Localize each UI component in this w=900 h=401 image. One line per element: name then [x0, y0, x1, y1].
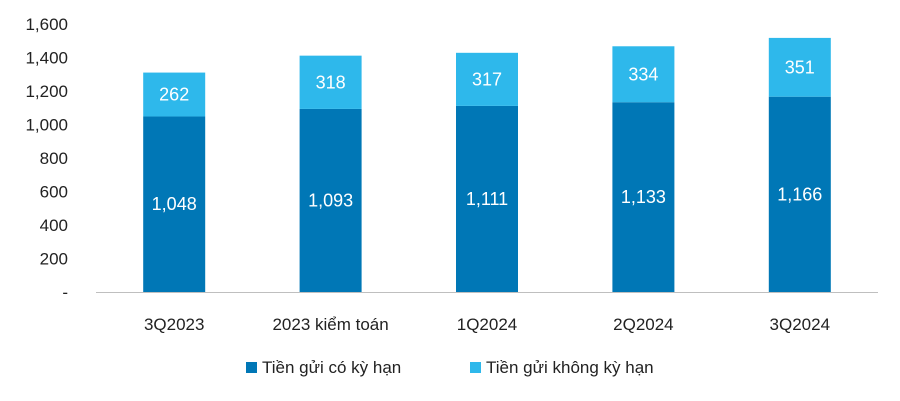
bar-segment-demand: [612, 46, 675, 103]
y-tick-label: 1,200: [25, 82, 68, 101]
data-label: 1,166: [777, 184, 822, 204]
data-label: 334: [628, 64, 658, 84]
data-label: 317: [472, 69, 502, 89]
legend: Tiền gửi có kỳ hạn Tiền gửi không kỳ hạn: [246, 358, 654, 377]
legend-label: Tiền gửi có kỳ hạn: [262, 358, 401, 377]
data-label: 318: [316, 72, 346, 92]
legend-label: Tiền gửi không kỳ hạn: [486, 358, 654, 377]
bar-segment-term: [456, 105, 518, 292]
x-tick-label: 2023 kiểm toán: [272, 315, 388, 334]
x-axis-labels: 3Q2023 2023 kiểm toán 1Q2024 2Q2024 3Q2024: [144, 315, 830, 334]
bar-segment-demand: [299, 55, 362, 109]
y-tick-label: 200: [40, 250, 68, 269]
y-tick-label: -: [62, 283, 68, 302]
bar-segment-demand: [143, 72, 206, 117]
x-tick-label: 3Q2024: [770, 315, 831, 334]
bars: 1,048 262 1,093 318 1,111 317 1,133 334 1,166 351: [143, 37, 831, 293]
legend-swatch: [470, 362, 481, 373]
legend-swatch: [246, 362, 257, 373]
bar-segment-term: [612, 102, 675, 292]
bar-segment-term: [143, 116, 206, 293]
data-label: 262: [159, 85, 189, 105]
x-tick-label: 2Q2024: [613, 315, 674, 334]
x-tick-label: 1Q2024: [457, 315, 518, 334]
data-label: 1,093: [308, 190, 353, 210]
x-tick-label: 3Q2023: [144, 315, 205, 334]
y-axis: - 200 400 600 800 1,000 1,200 1,400 1,600: [25, 15, 68, 302]
bar-segment-demand: [456, 52, 518, 106]
y-tick-label: 1,000: [25, 116, 68, 135]
data-label: 1,111: [466, 189, 508, 209]
data-label: 1,048: [152, 194, 197, 214]
bar-segment-term: [768, 96, 831, 292]
y-tick-label: 800: [40, 149, 68, 168]
bar-segment-demand: [768, 37, 831, 97]
y-tick-label: 600: [40, 183, 68, 202]
y-tick-label: 400: [40, 216, 68, 235]
y-tick-label: 1,400: [25, 49, 68, 68]
y-tick-label: 1,600: [25, 15, 68, 34]
data-label: 1,133: [621, 187, 666, 207]
data-label: 351: [785, 57, 815, 77]
bar-segment-term: [299, 108, 362, 292]
